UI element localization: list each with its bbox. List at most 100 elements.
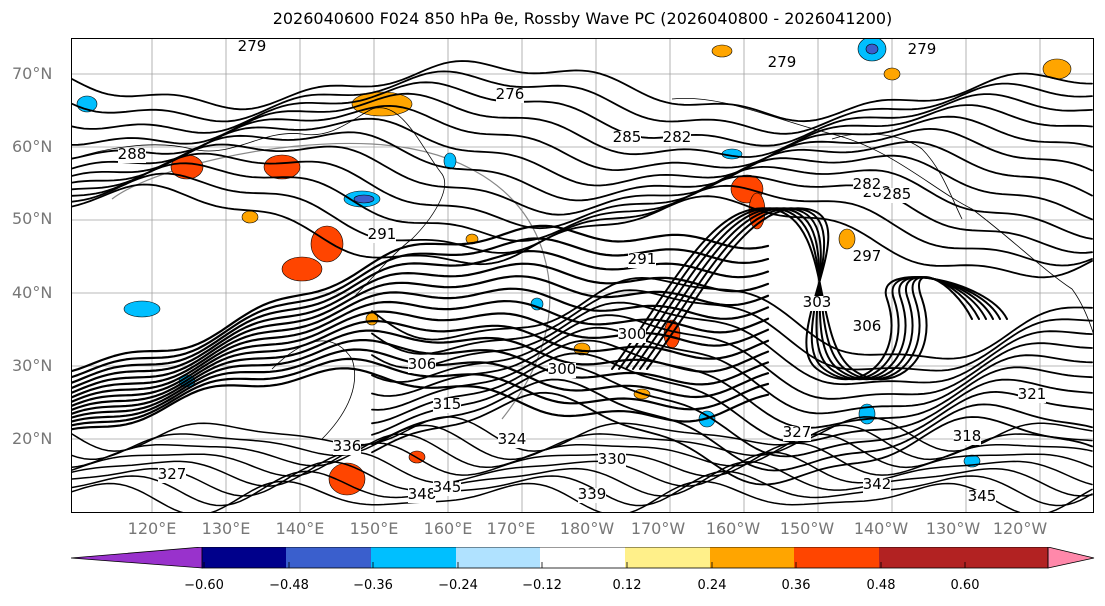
longitude-label: 150°W [779,519,835,538]
contour-label: 279 [238,39,267,55]
colorbar-segment [286,547,371,568]
contour-labels: 2792762792792882852822822852822912912973… [118,39,1047,505]
contour-label: 336 [333,437,362,455]
contour-label: 288 [118,145,147,163]
colorbar-tick-label: −0.36 [353,578,393,593]
colorbar-segment [794,547,879,568]
contour-label-bg [953,430,981,445]
longitude-label: 160°E [423,519,473,538]
contour-label-bg [118,148,146,163]
contour-label-bg [368,228,396,243]
contour-label: 330 [598,450,627,468]
contour-label: 297 [853,247,882,265]
contour-label-bg [433,398,461,413]
colorbar-segment [625,547,710,568]
contour-label: 285 [613,128,642,146]
colorbar-segment [202,547,286,568]
contour-label-bg [783,426,811,441]
map-panel: 2792762792792882852822822852822912912973… [71,38,1094,513]
contour-label: 285 [883,185,912,203]
colorbar-segment [1047,547,1095,569]
contour-label-bg [613,131,641,146]
contour-label: 339 [578,485,607,503]
contour-label-bg [333,440,361,455]
contour-label-bg [908,43,936,58]
map-canvas: 2792762792792882852822822852822912912973… [72,39,1093,512]
contour-label-bg [408,358,436,373]
contour-label: 342 [863,475,892,493]
contour-label-bg [803,296,831,311]
contour-label-bg [408,488,436,503]
contour-label-bg [853,320,881,335]
contour-label: 303 [803,293,832,311]
contour-label-bg [433,481,461,496]
contour-label-bg [578,488,606,503]
contour-label: 279 [768,53,797,71]
contour-label: 318 [953,427,982,445]
contour-label-bg [853,250,881,265]
contour-label: 306 [408,355,437,373]
colorbar-tick-label: 0.48 [866,578,896,593]
contour-label: 306 [853,317,882,335]
contour-label-bg [548,363,576,378]
colorbar-tick-label: −0.60 [184,578,224,593]
colorbar-tick-label: −0.48 [269,578,309,593]
longitude-label: 130°W [925,519,981,538]
longitude-label: 120°W [992,519,1048,538]
rossby-wave-shading [76,39,1072,496]
contour-label: 321 [1018,385,1047,403]
contour-label: 300 [548,360,577,378]
colorbar-tick-label: 0.24 [697,578,727,593]
longitude-label: 170°W [630,519,686,538]
contour-label-bg [158,468,186,483]
contour-label: 348 [408,485,437,503]
colorbar-segment [371,547,456,568]
longitude-label: 170°E [486,519,536,538]
colorbar-tick-label: 0.12 [612,578,642,593]
latitude-label: 20°N [12,429,53,448]
longitude-label: 140°W [853,519,909,538]
contour-label: 282 [853,175,882,193]
contour-label-bg [628,253,656,268]
contour-label-bg [498,433,526,448]
contour-label-bg [496,88,524,103]
colorbar-tick-label: −0.24 [438,578,478,593]
contour-label: 327 [158,465,187,483]
longitude-label: 140°E [275,519,325,538]
latitude-label: 70°N [12,64,53,83]
contour-label: 279 [908,40,937,58]
contour-label: 345 [968,487,997,505]
latitude-label: 30°N [12,356,53,375]
colorbar-segment [540,547,625,568]
contour-label: 300 [618,325,647,343]
longitude-label: 180°W [559,519,615,538]
colorbar-tick-label: 0.60 [950,578,980,593]
contour-label-bg [968,490,996,505]
colorbar-tick-label: 0.36 [781,578,811,593]
colorbar-segment [879,547,963,568]
contour-label: 282 [663,128,692,146]
contour-label: 345 [433,478,462,496]
colorbar-segment [456,547,540,568]
colorbar-segment [710,547,794,568]
contour-label-bg [853,178,881,193]
longitude-label: 160°W [705,519,761,538]
contour-label-bg [663,131,691,146]
contour-label-bg [1018,388,1046,403]
longitude-label: 130°E [201,519,251,538]
colorbar-segment [963,547,1048,568]
latitude-label: 60°N [12,137,53,156]
map-title: 2026040600 F024 850 hPa θe, Rossby Wave … [272,9,893,28]
colorbar-tick-label: −0.12 [522,578,562,593]
longitude-label: 150°E [349,519,399,538]
latitude-label: 50°N [12,209,53,228]
contour-label-bg [863,478,891,493]
theta-e-contours [72,60,1093,512]
contour-label: 291 [628,250,657,268]
contour-label: 276 [496,85,525,103]
contour-label: 291 [368,225,397,243]
contour-label: 315 [433,395,462,413]
longitude-label: 120°E [127,519,177,538]
contour-label-bg [618,328,646,343]
contour-label-bg [883,188,911,203]
